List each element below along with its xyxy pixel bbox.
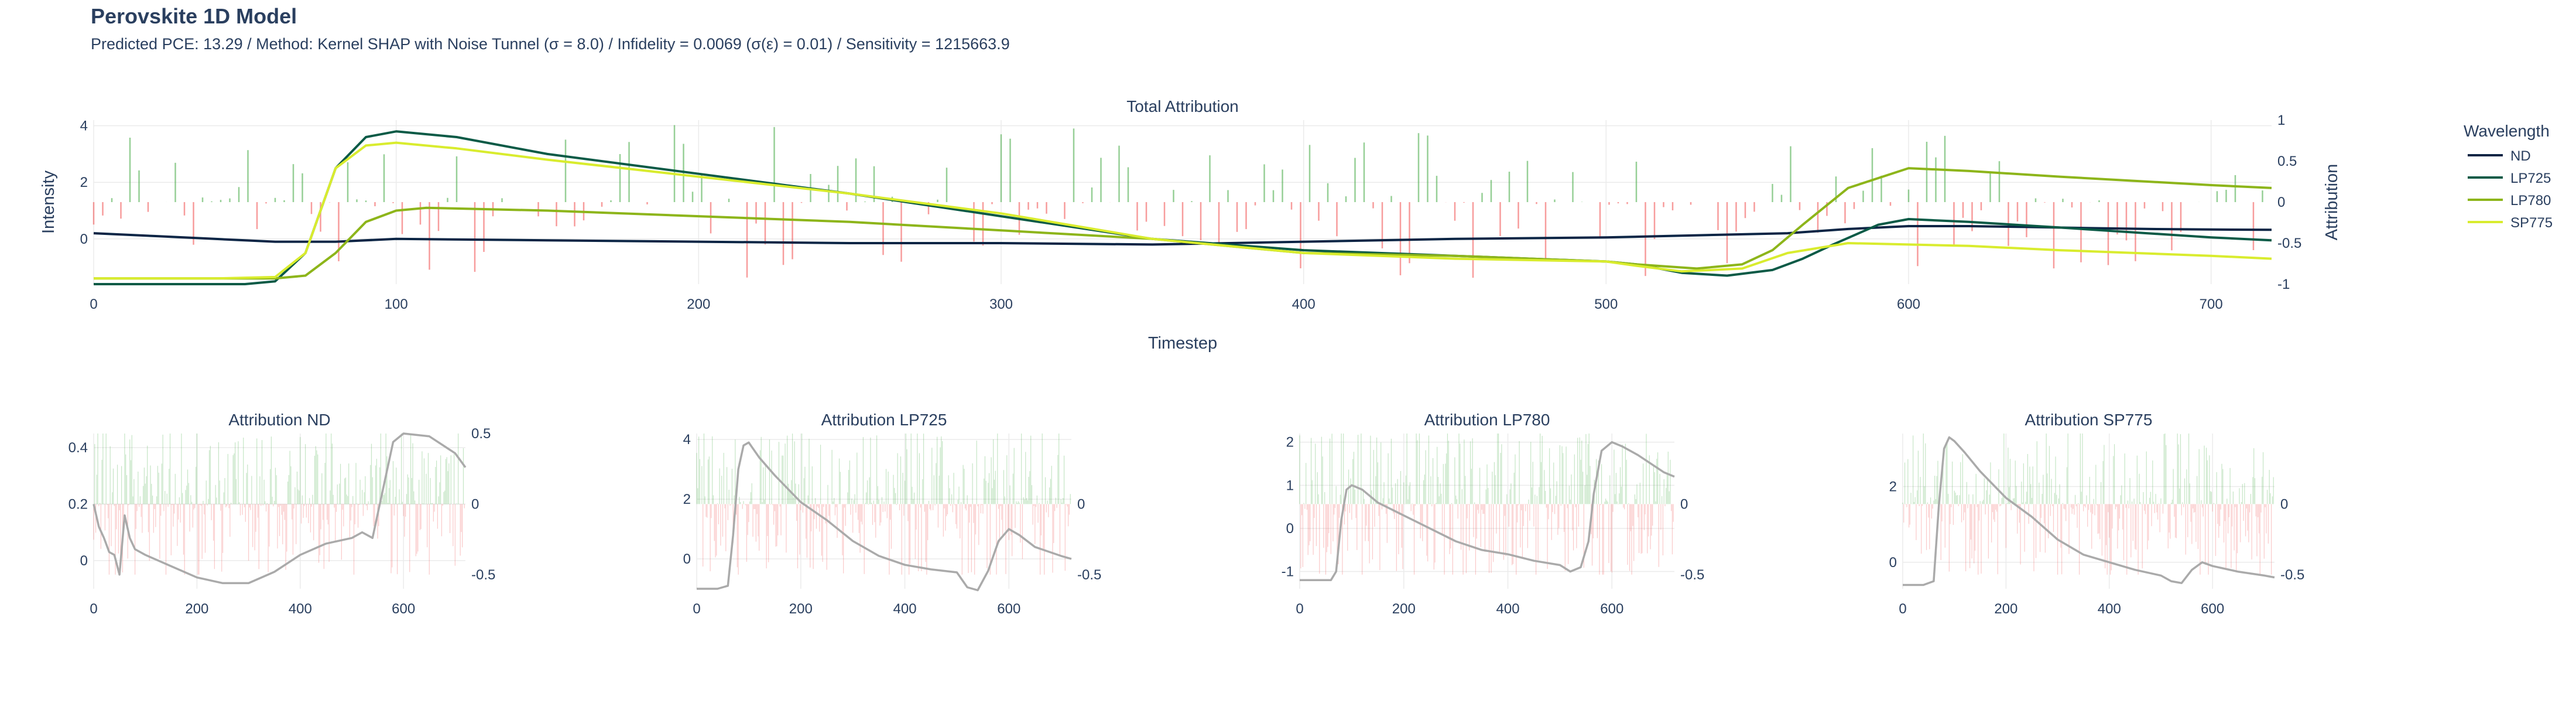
y2-tick-label: -0.5 xyxy=(471,567,495,583)
y-tick-label: 4 xyxy=(683,432,691,448)
y-tick-label: 4 xyxy=(80,118,88,134)
figure-title: Perovskite 1D Model xyxy=(91,4,297,28)
y-tick-label: 0.4 xyxy=(68,440,88,456)
x-tick-label: 400 xyxy=(1292,296,1316,312)
y2-tick-label: 0 xyxy=(1680,496,1688,512)
series-line-lp725 xyxy=(697,441,1072,592)
legend-label: ND xyxy=(2510,148,2531,164)
y2-tick-label: -1 xyxy=(2277,277,2290,292)
x-tick-label: 600 xyxy=(2201,601,2224,617)
x-tick-label: 600 xyxy=(392,601,415,617)
x-tick-label: 500 xyxy=(1594,296,1618,312)
legend-label: LP725 xyxy=(2510,170,2551,186)
x-tick-label: 0 xyxy=(90,296,97,312)
x-tick-label: 600 xyxy=(1897,296,1920,312)
y-tick-label: 2 xyxy=(683,492,691,507)
legend[interactable]: Wavelength ND LP725 LP780 SP775 xyxy=(2464,122,2553,231)
attribution-bars xyxy=(696,434,1071,575)
total-attribution-plot: 0 2 4 0 100 200 300 400 500 600 700 -1 -0.5 0 0.5 1 Tota… xyxy=(39,97,2341,353)
x-tick-label: 400 xyxy=(2098,601,2121,617)
x-tick-label: 0 xyxy=(693,601,700,617)
attribution-subplot-lp780: -1 0 1 2 0 200 400 600 -0.5 0 Attribution LP780 xyxy=(1282,411,1705,617)
x-tick-label: 200 xyxy=(185,601,208,617)
legend-title: Wavelength xyxy=(2464,122,2550,140)
x-tick-label: 400 xyxy=(289,601,312,617)
attribution-bars xyxy=(93,434,465,575)
x-tick-label: 0 xyxy=(1899,601,1906,617)
series-line-sp775 xyxy=(94,141,2272,280)
y-tick-label: 2 xyxy=(1889,479,1897,494)
series-line-nd xyxy=(93,225,2272,246)
x-tick-label: 100 xyxy=(385,296,408,312)
subplot-title: Attribution LP780 xyxy=(1424,411,1550,429)
attribution-subplot-sp775: 0 2 0 200 400 600 -0.5 0 Attribution SP775 xyxy=(1889,411,2305,617)
figure-subtitle: Predicted PCE: 13.29 / Method: Kernel SH… xyxy=(91,35,1010,53)
series-line-nd xyxy=(93,432,467,585)
x-tick-label: 200 xyxy=(789,601,813,617)
legend-item-sp775[interactable]: SP775 xyxy=(2468,215,2553,231)
y-axis-title: Intensity xyxy=(39,170,58,234)
subplot-title: Attribution LP725 xyxy=(821,411,947,429)
y-tick-label: -1 xyxy=(1282,564,1294,580)
attribution-bars xyxy=(1299,434,1674,575)
x-tick-label: 700 xyxy=(2200,296,2223,312)
y2-tick-label: 1 xyxy=(2277,112,2285,128)
y-tick-label: 0 xyxy=(1286,521,1294,537)
y2-tick-label: 0 xyxy=(471,496,479,512)
x-tick-label: 300 xyxy=(989,296,1013,312)
x-axis-title: Timestep xyxy=(1148,334,1217,353)
legend-label: LP780 xyxy=(2510,193,2551,209)
subplot-title: Total Attribution xyxy=(1126,97,1238,115)
y-tick-label: 2 xyxy=(80,175,88,190)
y2-tick-label: 0.5 xyxy=(2277,153,2297,169)
subplot-title: Attribution SP775 xyxy=(2025,411,2153,429)
attribution-subplot-lp725: 0 2 4 0 200 400 600 -0.5 0 Attribution LP725 xyxy=(683,411,1102,617)
y2-tick-label: -0.5 xyxy=(1680,567,1704,583)
y-tick-label: 0 xyxy=(683,551,691,567)
y2-tick-label: -0.5 xyxy=(2277,236,2301,251)
y-tick-label: 0 xyxy=(1889,555,1897,571)
x-tick-label: 400 xyxy=(893,601,917,617)
y-tick-label: 2 xyxy=(1286,435,1294,451)
x-tick-label: 200 xyxy=(1392,601,1416,617)
attribution-bars xyxy=(93,125,2263,278)
x-tick-label: 200 xyxy=(1994,601,2017,617)
x-tick-label: 600 xyxy=(1600,601,1623,617)
x-tick-label: 200 xyxy=(687,296,710,312)
y2-tick-label: -0.5 xyxy=(2280,567,2304,583)
series-line-lp780 xyxy=(1300,441,1675,582)
legend-label: SP775 xyxy=(2510,215,2553,231)
series-line-sp775 xyxy=(1903,436,2275,586)
y2-axis-title: Attribution xyxy=(2322,164,2341,241)
y2-tick-label: 0 xyxy=(2277,194,2285,210)
y-tick-label: 0.2 xyxy=(68,496,88,512)
y-tick-label: 0 xyxy=(80,231,88,247)
attribution-bars xyxy=(1902,434,2274,575)
y2-tick-label: -0.5 xyxy=(1077,567,1101,583)
legend-item-nd[interactable]: ND xyxy=(2468,148,2531,164)
x-tick-label: 600 xyxy=(997,601,1020,617)
legend-item-lp780[interactable]: LP780 xyxy=(2468,193,2551,209)
x-tick-label: 0 xyxy=(1296,601,1303,617)
x-tick-label: 0 xyxy=(90,601,97,617)
subplot-title: Attribution ND xyxy=(228,411,330,429)
y-tick-label: 0 xyxy=(80,553,88,569)
y2-tick-label: 0 xyxy=(1077,496,1085,512)
x-tick-label: 400 xyxy=(1496,601,1520,617)
legend-item-lp725[interactable]: LP725 xyxy=(2468,170,2551,186)
y2-tick-label: 0 xyxy=(2280,496,2288,512)
y-tick-label: 1 xyxy=(1286,477,1294,493)
attribution-subplot-nd: 0 0.2 0.4 0 200 400 600 -0.5 0 0.5 Attribution ND xyxy=(68,411,496,617)
y2-tick-label: 0.5 xyxy=(471,426,491,442)
